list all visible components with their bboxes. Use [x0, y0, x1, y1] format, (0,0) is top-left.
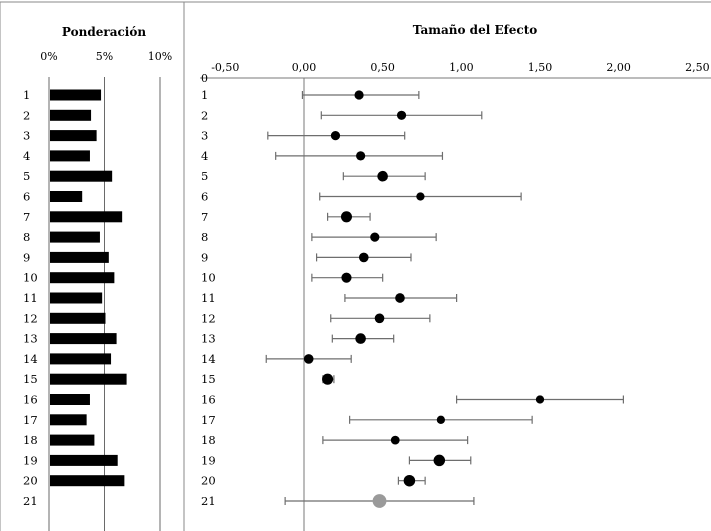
study-effect-point: [322, 373, 334, 385]
weight-bar: [50, 251, 109, 263]
weight-row-label: 15: [23, 372, 38, 386]
study-effect-point: [374, 313, 385, 324]
weight-tick-label: 0%: [40, 50, 57, 63]
study-effect-point: [358, 252, 369, 263]
weight-bar: [50, 373, 127, 385]
weight-row-label: 2: [23, 108, 30, 122]
study-effect-point: [354, 90, 364, 100]
study-effect-point: [303, 354, 314, 364]
weight-bar: [50, 191, 83, 202]
weight-bar: [50, 434, 95, 446]
effect-row-label: 7: [201, 210, 208, 224]
weight-bar: [50, 414, 87, 426]
weight-row-label: 19: [23, 453, 38, 467]
effect-tick-label: 0,50: [370, 61, 395, 74]
weight-row-label: 18: [23, 433, 38, 447]
weight-bar: [50, 170, 113, 182]
weight-bar: [50, 130, 97, 142]
study-effect-point: [416, 192, 425, 201]
weight-row-label: 13: [23, 332, 38, 346]
study-effect-point: [395, 293, 405, 303]
effect-row-label: 12: [201, 311, 216, 325]
weight-row-label: 7: [23, 210, 30, 224]
study-effect-point: [370, 232, 380, 242]
weight-row-label: 12: [23, 311, 38, 325]
effect-row-label: 13: [201, 332, 216, 346]
weight-bar: [50, 150, 90, 162]
weight-row-label: 17: [23, 413, 38, 427]
effect-tick-label: 1,50: [528, 61, 553, 74]
weight-tick-label: 10%: [148, 50, 172, 63]
effect-tick-label: -0,50: [211, 61, 239, 74]
effect-row-label: 18: [201, 433, 216, 447]
effect-row-label: 6: [201, 190, 208, 204]
weight-bar: [50, 333, 117, 345]
weight-bar: [50, 89, 102, 101]
effect-row-label: 17: [201, 413, 216, 427]
study-effect-point: [396, 110, 407, 120]
effect-row-label: 1: [201, 88, 208, 102]
weight-row-label: 20: [23, 474, 38, 488]
weight-bar: [50, 272, 115, 284]
effect-row-label: 5: [201, 169, 208, 183]
study-effect-point: [403, 474, 416, 487]
summary-effect-point: [372, 494, 387, 508]
weight-row-label: 14: [23, 352, 38, 366]
effect-row-label: 20: [201, 474, 216, 488]
weight-row-label: 6: [23, 190, 30, 204]
weight-bar: [50, 211, 123, 223]
effect-row-label: 15: [201, 372, 216, 386]
effect-row-label: 19: [201, 453, 216, 467]
effect-row-label: 9: [201, 250, 208, 264]
effect-size-panel: -0,50 0,00 0,50 1,00 1,50 2,00 2,5001234567891…: [200, 61, 711, 531]
effect-tick-label: 2,50: [685, 61, 710, 74]
weight-bar: [50, 454, 118, 466]
study-effect-point: [356, 151, 366, 161]
study-effect-point: [433, 454, 446, 467]
study-effect-point: [436, 415, 446, 424]
effect-row-label: 14: [201, 352, 216, 366]
study-effect-point: [390, 435, 400, 445]
study-effect-point: [377, 170, 388, 182]
study-effect-point: [330, 131, 341, 141]
effect-row-label: 2: [201, 108, 208, 122]
weight-tick-label: 5%: [96, 50, 113, 63]
weight-bar: [50, 353, 112, 365]
weight-row-label: 11: [23, 291, 38, 305]
study-effect-point: [340, 211, 353, 223]
weight-row-label: 4: [23, 149, 30, 163]
weight-row-label: 16: [23, 393, 38, 407]
study-effect-point: [535, 395, 545, 404]
weight-panel-title: Ponderación: [62, 25, 146, 39]
weight-bar: [50, 475, 125, 487]
weight-row-label: 1: [23, 88, 30, 102]
effect-top-marker: 0: [201, 72, 208, 85]
weight-bar: [50, 231, 100, 243]
effect-row-label: 4: [201, 149, 208, 163]
effect-tick-label: 2,00: [606, 61, 631, 74]
weight-bar: [50, 394, 90, 405]
effect-row-label: 8: [201, 230, 208, 244]
effect-row-label: 10: [201, 271, 216, 285]
effect-panel-title: Tamaño del Efecto: [413, 23, 538, 37]
effect-row-label: 21: [201, 494, 216, 508]
weight-row-label: 9: [23, 250, 30, 264]
study-effect-point: [355, 333, 366, 344]
weight-row-label: 10: [23, 271, 38, 285]
effect-tick-label: 1,00: [449, 61, 474, 74]
study-effect-point: [341, 272, 352, 283]
weight-bar: [50, 109, 92, 121]
effect-tick-label: 0,00: [292, 61, 317, 74]
effect-row-label: 11: [201, 291, 216, 305]
weight-row-label: 8: [23, 230, 30, 244]
weight-row-label: 21: [23, 494, 38, 508]
weight-row-label: 3: [23, 129, 30, 143]
effect-row-label: 16: [201, 393, 216, 407]
weight-bar: [50, 292, 103, 304]
effect-row-label: 3: [201, 129, 208, 143]
weight-bar: [50, 312, 106, 324]
weight-row-label: 5: [23, 169, 30, 183]
